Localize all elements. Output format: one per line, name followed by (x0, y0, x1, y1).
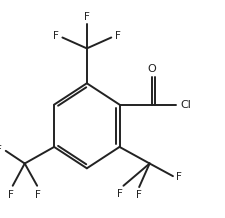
Text: O: O (147, 64, 155, 74)
Text: F: F (136, 190, 142, 200)
Text: F: F (176, 172, 181, 182)
Text: F: F (116, 189, 122, 199)
Text: F: F (83, 12, 89, 22)
Text: F: F (0, 145, 2, 155)
Text: F: F (35, 190, 40, 200)
Text: F: F (8, 190, 14, 200)
Text: F: F (52, 31, 58, 41)
Text: Cl: Cl (179, 100, 190, 110)
Text: F: F (115, 31, 121, 41)
